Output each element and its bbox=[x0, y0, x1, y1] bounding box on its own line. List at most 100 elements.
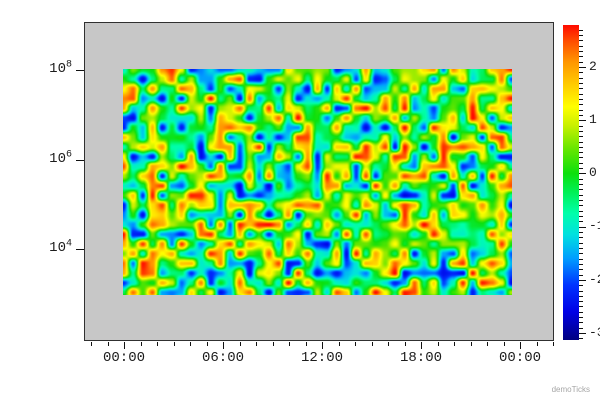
colorbar-minor-tick bbox=[579, 216, 583, 217]
colorbar-minor-tick bbox=[579, 35, 583, 36]
colorbar-major-tick bbox=[579, 173, 586, 174]
colorbar-major-tick bbox=[579, 67, 586, 68]
colorbar-minor-tick bbox=[579, 126, 583, 127]
x-axis-major-tick bbox=[124, 342, 125, 349]
x-axis-major-tick bbox=[223, 342, 224, 349]
colorbar-minor-tick bbox=[579, 30, 583, 31]
x-axis-minor-tick bbox=[91, 342, 92, 346]
colorbar-minor-tick bbox=[579, 296, 583, 297]
x-axis-minor-tick bbox=[157, 342, 158, 346]
colorbar-tick-label: 1 bbox=[589, 112, 597, 127]
colorbar-minor-tick bbox=[579, 312, 583, 313]
watermark-caption: demoTicks bbox=[551, 385, 590, 394]
colorbar-minor-tick bbox=[579, 221, 583, 222]
colorbar-minor-tick bbox=[579, 83, 583, 84]
x-axis-minor-tick bbox=[141, 342, 142, 346]
colorbar-minor-tick bbox=[579, 179, 583, 180]
colorbar-gradient bbox=[563, 25, 579, 340]
x-axis-minor-tick bbox=[487, 342, 488, 346]
colorbar-major-tick bbox=[579, 333, 586, 334]
colorbar-tick-label: -2 bbox=[589, 272, 600, 287]
x-axis-minor-tick bbox=[108, 342, 109, 346]
y-axis-tick-label: 104 bbox=[49, 238, 72, 256]
colorbar-tick-label: -3 bbox=[589, 325, 600, 340]
x-axis-minor-tick bbox=[174, 342, 175, 346]
x-axis-minor-tick bbox=[372, 342, 373, 346]
colorbar-minor-tick bbox=[579, 62, 583, 63]
colorbar-minor-tick bbox=[579, 338, 583, 339]
colorbar-minor-tick bbox=[579, 184, 583, 185]
colorbar-tick-label: 0 bbox=[589, 165, 597, 180]
colorbar-minor-tick bbox=[579, 285, 583, 286]
x-axis-minor-tick bbox=[454, 342, 455, 346]
colorbar-tick-label: -1 bbox=[589, 218, 600, 233]
colorbar-minor-tick bbox=[579, 243, 583, 244]
colorbar-minor-tick bbox=[579, 142, 583, 143]
colorbar-minor-tick bbox=[579, 301, 583, 302]
x-axis-tick-label: 00:00 bbox=[102, 350, 145, 366]
x-axis-minor-tick bbox=[438, 342, 439, 346]
colorbar-minor-tick bbox=[579, 317, 583, 318]
x-axis-minor-tick bbox=[289, 342, 290, 346]
x-axis-tick-label: 18:00 bbox=[399, 350, 442, 366]
colorbar-minor-tick bbox=[579, 115, 583, 116]
colorbar-minor-tick bbox=[579, 211, 583, 212]
colorbar-minor-tick bbox=[579, 94, 583, 95]
colorbar-minor-tick bbox=[579, 264, 583, 265]
colorbar-minor-tick bbox=[579, 200, 583, 201]
colorbar-minor-tick bbox=[579, 88, 583, 89]
colorbar-minor-tick bbox=[579, 168, 583, 169]
colorbar-minor-tick bbox=[579, 328, 583, 329]
heatmap-image bbox=[123, 69, 512, 295]
x-axis-minor-tick bbox=[553, 342, 554, 346]
x-axis-minor-tick bbox=[388, 342, 389, 346]
y-axis-tick bbox=[76, 249, 84, 250]
colorbar-minor-tick bbox=[579, 40, 583, 41]
colorbar-minor-tick bbox=[579, 322, 583, 323]
colorbar-minor-tick bbox=[579, 237, 583, 238]
x-axis-minor-tick bbox=[306, 342, 307, 346]
x-axis-minor-tick bbox=[355, 342, 356, 346]
colorbar-major-tick bbox=[579, 120, 586, 121]
colorbar-major-tick bbox=[579, 280, 586, 281]
colorbar-minor-tick bbox=[579, 253, 583, 254]
colorbar-minor-tick bbox=[579, 163, 583, 164]
y-axis-tick-label: 106 bbox=[49, 149, 72, 167]
x-axis-minor-tick bbox=[405, 342, 406, 346]
colorbar-minor-tick bbox=[579, 291, 583, 292]
x-axis-minor-tick bbox=[207, 342, 208, 346]
colorbar-minor-tick bbox=[579, 259, 583, 260]
x-axis-minor-tick bbox=[256, 342, 257, 346]
colorbar-minor-tick bbox=[579, 56, 583, 57]
colorbar-minor-tick bbox=[579, 157, 583, 158]
y-axis-tick bbox=[76, 160, 84, 161]
x-axis-minor-tick bbox=[240, 342, 241, 346]
colorbar-minor-tick bbox=[579, 275, 583, 276]
colorbar-minor-tick bbox=[579, 78, 583, 79]
colorbar-minor-tick bbox=[579, 72, 583, 73]
colorbar-minor-tick bbox=[579, 136, 583, 137]
x-axis-tick-label: 12:00 bbox=[300, 350, 343, 366]
x-axis-major-tick bbox=[421, 342, 422, 349]
y-axis-tick-label: 108 bbox=[49, 59, 72, 77]
colorbar-minor-tick bbox=[579, 131, 583, 132]
x-axis-minor-tick bbox=[273, 342, 274, 346]
x-axis-major-tick bbox=[520, 342, 521, 349]
colorbar-minor-tick bbox=[579, 147, 583, 148]
colorbar-minor-tick bbox=[579, 110, 583, 111]
colorbar-major-tick bbox=[579, 227, 586, 228]
x-axis-minor-tick bbox=[504, 342, 505, 346]
colorbar-minor-tick bbox=[579, 248, 583, 249]
colorbar-tick-label: 2 bbox=[589, 59, 597, 74]
colorbar-minor-tick bbox=[579, 189, 583, 190]
colorbar-minor-tick bbox=[579, 152, 583, 153]
colorbar-minor-tick bbox=[579, 205, 583, 206]
x-axis-minor-tick bbox=[190, 342, 191, 346]
colorbar-minor-tick bbox=[579, 51, 583, 52]
colorbar-minor-tick bbox=[579, 104, 583, 105]
colorbar-minor-tick bbox=[579, 46, 583, 47]
colorbar-minor-tick bbox=[579, 232, 583, 233]
y-axis-tick bbox=[76, 70, 84, 71]
x-axis-minor-tick bbox=[537, 342, 538, 346]
